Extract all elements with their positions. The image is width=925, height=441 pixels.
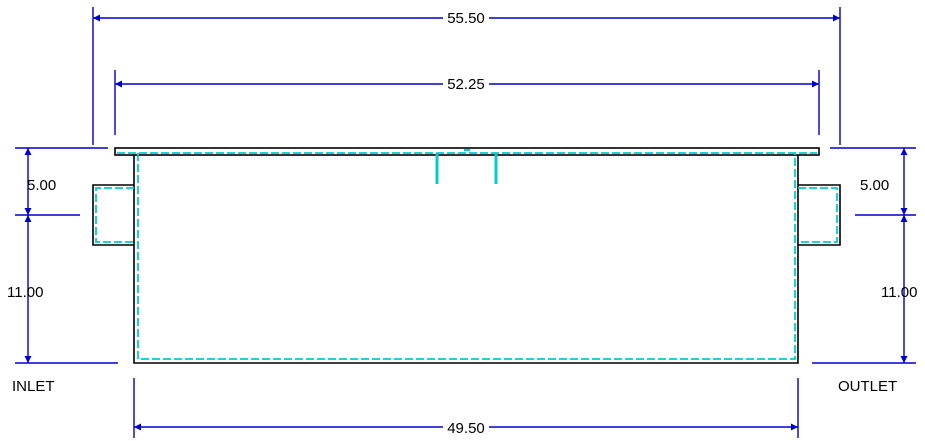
dim-flange-width-text: 52.25 [447, 76, 485, 93]
dim-overall-width-text: 55.50 [447, 10, 485, 27]
hidden-lines [95, 149, 838, 360]
outlet-label: OUTLET [838, 378, 897, 395]
dim-outlet-height-text: 11.00 [881, 284, 917, 301]
outlet-pipe [798, 184, 841, 246]
dim-inlet-height-text: 11.00 [7, 284, 43, 301]
dimension-texts: 55.50 52.25 49.50 5.00 11.00 5.00 11.00 [7, 9, 917, 437]
inner-wall-hidden-line [137, 153, 796, 360]
inlet-label: INLET [12, 378, 55, 395]
inlet-pipe-hidden-line [95, 187, 134, 243]
tank-outline [92, 147, 841, 364]
dim-inlet-offset-text: 5.00 [27, 177, 56, 194]
tank-lid-flange [114, 147, 820, 156]
inlet-pipe [92, 184, 134, 246]
dimension-lines [15, 7, 916, 438]
dim-body-width-text: 49.50 [447, 420, 485, 437]
outlet-pipe-hidden-line [798, 187, 838, 243]
dim-outlet-offset-text: 5.00 [860, 177, 889, 194]
tank-body [133, 155, 799, 364]
